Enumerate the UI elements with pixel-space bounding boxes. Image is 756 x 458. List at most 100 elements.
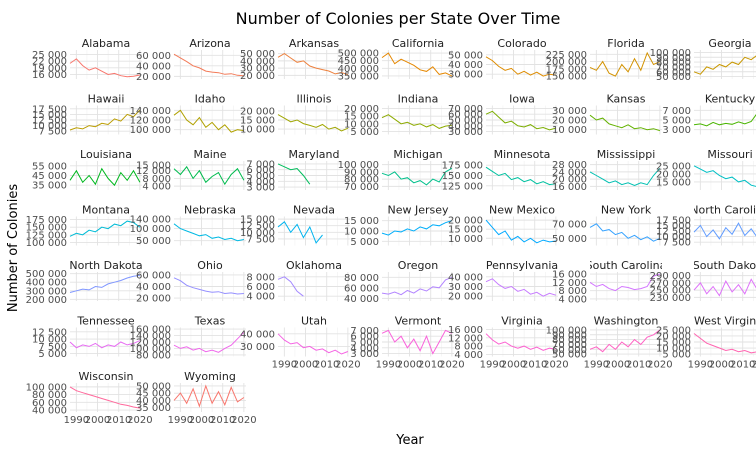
y-tick-label: 10 000 [240, 125, 275, 136]
y-tick-label: 20 000 [136, 294, 171, 305]
y-tick-label: 20 000 [552, 175, 587, 186]
y-tick-label: 20 000 [656, 331, 691, 342]
x-tick-label: 2000 [189, 415, 214, 426]
x-tick-label: 2010 [626, 360, 651, 371]
y-tick-label: 10 000 [344, 227, 379, 238]
facet-title: Indiana [398, 93, 439, 106]
y-tick-label: 35 000 [136, 403, 171, 414]
y-tick-label: 60 000 [656, 67, 691, 78]
x-tick-label: 1990 [168, 415, 193, 426]
y-tick-label: 200 000 [26, 295, 67, 306]
x-tick-label: 2000 [501, 360, 526, 371]
facet-title: Pennsylvania [486, 259, 558, 272]
facet-title: North Dakota [69, 259, 142, 272]
facet-title: Mississippi [597, 148, 656, 161]
x-tick-label: 2020 [647, 360, 672, 371]
x-tick-label: 2010 [418, 360, 443, 371]
y-tick-label: 16 000 [448, 325, 483, 336]
y-tick-label: 400 000 [338, 64, 379, 75]
y-tick-label: 60 000 [136, 51, 171, 62]
series-line-maine [173, 165, 245, 186]
y-tick-label: 230 000 [650, 293, 691, 304]
y-tick-label: 20 000 [448, 216, 483, 227]
y-tick-label: 7 500 [246, 234, 275, 245]
y-tick-label: 150 000 [442, 171, 483, 182]
y-tick-label: 20 000 [240, 71, 275, 82]
y-tick-label: 15 000 [448, 225, 483, 236]
y-tick-label: 300 000 [26, 286, 67, 297]
series-line-oregon [381, 276, 453, 296]
series-line-montana [69, 220, 141, 237]
series-line-iowa [485, 110, 557, 131]
y-tick-label: 10 000 [240, 228, 275, 239]
y-tick-label: 90 000 [656, 53, 691, 64]
series-line-utah [277, 333, 349, 355]
series-line-wisconsin [69, 386, 140, 409]
y-tick-label: 140 000 [130, 331, 171, 342]
x-tick-label: 2020 [335, 360, 360, 371]
y-tick-label: 350 000 [338, 71, 379, 82]
y-tick-label: 17 500 [32, 104, 67, 115]
y-tick-label: 80 000 [344, 175, 379, 186]
facet-title: Kentucky [705, 93, 756, 106]
x-tick-label: 2020 [231, 415, 256, 426]
series-line-georgia [693, 55, 756, 75]
y-tick-label: 100 000 [26, 238, 67, 249]
series-line-nebraska [173, 223, 244, 242]
y-tick-label: 5 000 [662, 116, 691, 127]
x-tick-label: 2010 [106, 415, 131, 426]
facet-title: Tennessee [76, 315, 135, 328]
series-line-oklahoma [277, 276, 304, 297]
y-tick-label: 35 000 [32, 181, 67, 192]
y-tick-label: 120 000 [130, 116, 171, 127]
series-line-missouri [693, 165, 756, 187]
series-line-washington [589, 329, 661, 353]
series-line-texas [173, 331, 245, 353]
facet-title: South Dakota [693, 259, 756, 272]
y-tick-label: 40 000 [240, 329, 275, 340]
y-tick-label: 500 000 [26, 269, 67, 280]
y-tick-label: 5 000 [350, 127, 379, 138]
y-tick-label: 150 000 [26, 223, 67, 234]
y-tick-label: 30 000 [448, 282, 483, 293]
y-tick-label: 19 000 [32, 63, 67, 74]
facet-title: Arkansas [289, 37, 339, 50]
facet-title: Arizona [189, 37, 230, 50]
y-tick-label: 20 000 [448, 292, 483, 303]
y-tick-label: 5 000 [350, 237, 379, 248]
y-tick-label: 15 000 [656, 177, 691, 188]
x-tick-label: 2000 [293, 360, 318, 371]
facet-title: Georgia [708, 37, 751, 50]
y-tick-label: 5 000 [350, 338, 379, 349]
y-tick-label: 4 000 [350, 343, 379, 354]
y-tick-label: 90 000 [552, 330, 587, 341]
series-line-wyoming [173, 384, 245, 408]
series-line-alabama [69, 58, 140, 78]
facet-title: Oregon [398, 259, 438, 272]
y-tick-label: 500 000 [338, 49, 379, 60]
y-tick-label: 200 000 [546, 57, 587, 68]
x-tick-label: 2010 [314, 360, 339, 371]
y-tick-label: 10 000 [656, 232, 691, 243]
y-tick-label: 24 000 [552, 167, 587, 178]
y-tick-label: 16 000 [552, 270, 587, 281]
series-line-south-dakota [693, 278, 756, 297]
x-tick-label: 2010 [522, 360, 547, 371]
y-tick-label: 250 000 [650, 286, 691, 297]
facet-title: Michigan [393, 148, 442, 161]
